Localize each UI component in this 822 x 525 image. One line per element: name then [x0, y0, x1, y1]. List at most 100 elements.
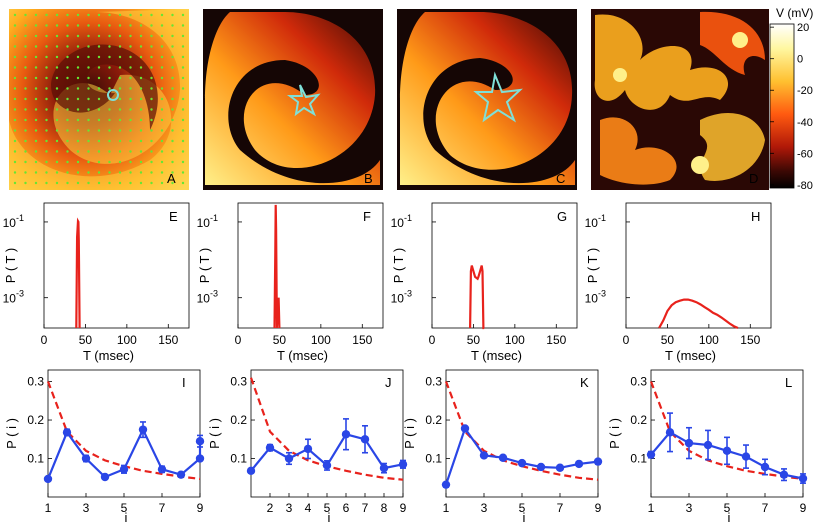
y-tick-label: 10-3 — [585, 289, 606, 306]
x-tick-label: 1 — [648, 501, 655, 515]
fit-curve — [649, 381, 804, 480]
panel-f: 0 50 100 150 10-1 10-3 P ( T ) T (msec) F — [197, 202, 384, 363]
grid-dot — [150, 171, 153, 174]
grid-dot — [87, 171, 90, 174]
grid-dot — [97, 150, 101, 153]
grid-dot — [181, 24, 185, 27]
grid-dot — [160, 129, 164, 132]
grid-dot — [171, 108, 174, 111]
data-point — [460, 424, 470, 433]
grid-dot — [160, 76, 164, 80]
grid-dot — [171, 24, 174, 27]
colorbar-tick-label: -60 — [797, 148, 813, 160]
x-tick-label: 5 — [324, 501, 331, 515]
grid-dot — [139, 45, 143, 48]
grid-dot — [34, 87, 38, 90]
grid-dot — [24, 34, 27, 38]
grid-dot — [87, 139, 90, 143]
grid-dot — [139, 24, 143, 27]
grid-dot — [139, 13, 143, 17]
grid-dot — [171, 129, 174, 132]
grid-dot — [118, 150, 122, 153]
grid-dot — [76, 34, 80, 38]
data-line — [46, 427, 202, 480]
data-point — [555, 463, 565, 472]
grid-dot — [118, 108, 122, 111]
grid-dot — [129, 66, 132, 69]
pdf-curve — [469, 265, 485, 330]
grid-dot — [118, 181, 122, 185]
grid-dot — [45, 160, 48, 164]
pdf-curve — [658, 298, 739, 330]
x-axis-label: T (msec) — [471, 348, 522, 363]
grid-dot — [160, 45, 164, 48]
grid-dot — [150, 108, 153, 111]
grid-dot — [34, 150, 38, 153]
grid-dot — [87, 76, 90, 80]
grid-dot — [171, 181, 174, 185]
grid-dot — [34, 171, 38, 174]
grid-dot — [160, 108, 164, 111]
x-tick-label: 150 — [546, 333, 566, 347]
grid-dot — [45, 87, 48, 90]
y-axis-label: P ( i ) — [207, 418, 222, 449]
grid-dot — [45, 13, 48, 17]
x-tick-label: 100 — [699, 333, 719, 347]
grid-dot — [171, 34, 174, 38]
x-tick-label: 100 — [505, 333, 525, 347]
y-tick-label: 0.2 — [630, 413, 647, 427]
data-point — [119, 465, 129, 474]
grid-dot — [97, 139, 101, 143]
pdf-curve — [75, 217, 81, 329]
grid-dot — [171, 171, 174, 174]
grid-dot — [66, 150, 69, 153]
x-axis-label: T (msec) — [665, 348, 716, 363]
x-tick-label: 7 — [762, 501, 769, 515]
grid-dot — [24, 139, 27, 143]
grid-dot — [97, 45, 101, 48]
panel-c-tip-trace — [473, 71, 523, 123]
x-tick-label: 1 — [45, 501, 52, 515]
grid-dot — [13, 150, 17, 153]
grid-dot — [150, 76, 153, 80]
x-tick-label: 9 — [400, 501, 407, 515]
grid-dot — [34, 76, 38, 80]
grid-dot — [13, 129, 17, 132]
data-point — [798, 474, 808, 483]
y-axis-label: P ( i ) — [402, 418, 417, 449]
grid-dot — [150, 118, 153, 122]
grid-dot — [45, 108, 48, 111]
x-tick-label: 3 — [286, 501, 293, 515]
grid-dot — [55, 97, 59, 101]
x-tick-label: 4 — [305, 501, 312, 515]
data-point — [398, 460, 408, 469]
x-tick-label: 7 — [159, 501, 166, 515]
grid-dot — [66, 171, 69, 174]
grid-dot — [108, 76, 111, 80]
y-tick-label: 0.3 — [630, 375, 647, 389]
grid-dot — [13, 45, 17, 48]
data-point — [62, 428, 72, 437]
grid-dot — [171, 97, 174, 101]
grid-dot — [171, 55, 174, 59]
grid-dot — [13, 24, 17, 27]
grid-dot — [139, 66, 143, 69]
grid-dot — [13, 13, 17, 17]
colorbar-tick-label: 20 — [797, 22, 809, 34]
grid-dot — [129, 108, 132, 111]
x-axis-label: i — [328, 510, 331, 525]
grid-dot — [13, 97, 17, 101]
panel-k: 1 3 5 7 9 0.1 0.2 0.3 P ( i ) i K — [402, 369, 603, 525]
x-tick-label: 3 — [83, 501, 90, 515]
grid-dot — [55, 24, 59, 27]
grid-dot — [13, 160, 17, 164]
grid-dot — [118, 118, 122, 122]
data-point — [741, 452, 751, 461]
y-tick-label: 0.1 — [630, 452, 647, 466]
grid-dot — [87, 160, 90, 164]
grid-dot — [13, 76, 17, 80]
x-tick-label: 0 — [235, 333, 242, 347]
grid-dot — [181, 66, 185, 69]
data-point — [43, 474, 53, 484]
axes-frame — [47, 369, 201, 498]
